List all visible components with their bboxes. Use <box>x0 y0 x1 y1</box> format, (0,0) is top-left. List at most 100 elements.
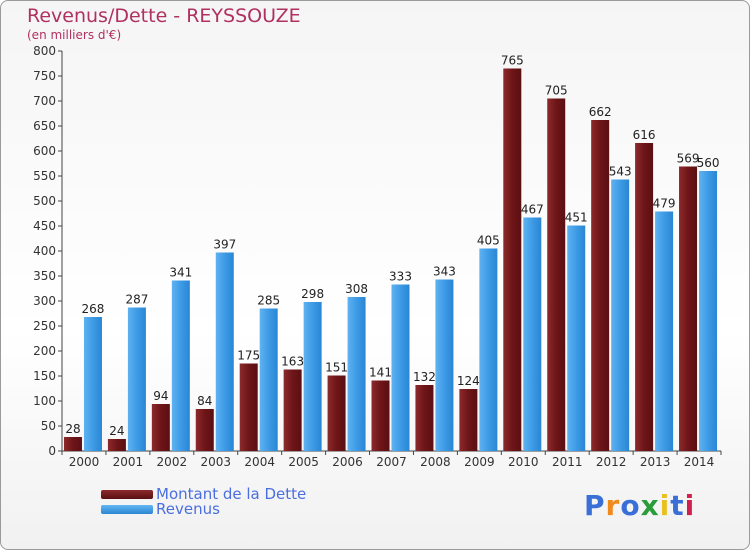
y-tick-label: 550 <box>33 169 56 183</box>
data-label: 94 <box>153 389 168 403</box>
legend-swatch-debt <box>101 490 153 499</box>
data-label: 285 <box>257 294 280 308</box>
data-label: 175 <box>237 349 260 363</box>
data-label: 124 <box>457 374 480 388</box>
debt-bar <box>459 389 478 451</box>
revenue-bar <box>259 308 278 451</box>
debt-bar <box>283 369 302 451</box>
data-label: 333 <box>389 270 412 284</box>
y-tick-label: 150 <box>33 369 56 383</box>
debt-bar <box>327 375 346 451</box>
y-tick-label: 500 <box>33 194 56 208</box>
debt-bar <box>635 143 654 451</box>
data-label: 24 <box>109 424 124 438</box>
x-tick-label: 2014 <box>684 455 715 469</box>
x-tick-label: 2000 <box>69 455 100 469</box>
data-label: 543 <box>609 165 632 179</box>
y-tick-label: 450 <box>33 219 56 233</box>
data-label: 141 <box>369 366 392 380</box>
x-tick-label: 2010 <box>508 455 539 469</box>
data-label: 569 <box>677 152 700 166</box>
debt-bar <box>371 380 390 451</box>
bars <box>63 68 718 451</box>
x-tick-label: 2009 <box>464 455 495 469</box>
data-label: 163 <box>281 355 304 369</box>
y-tick-label: 0 <box>48 444 56 458</box>
y-tick-label: 50 <box>41 419 56 433</box>
data-label: 308 <box>345 282 368 296</box>
data-label: 560 <box>697 156 720 170</box>
revenue-bar <box>435 279 454 451</box>
data-label: 467 <box>521 203 544 217</box>
data-label: 132 <box>413 370 436 384</box>
value-labels: 28 24 94 84 175 163 151 141 132 124 765 705 662 616 56… <box>65 54 719 439</box>
x-tick-label: 2001 <box>113 455 144 469</box>
data-label: 28 <box>65 422 80 436</box>
debt-bar <box>547 98 566 451</box>
data-label: 705 <box>545 84 568 98</box>
revenue-bar <box>567 225 586 451</box>
data-label: 84 <box>197 394 212 408</box>
y-tick-label: 600 <box>33 144 56 158</box>
debt-bar <box>679 166 698 451</box>
data-label: 451 <box>565 211 588 225</box>
chart-subtitle: (en milliers d'€) <box>27 28 122 42</box>
revenue-bar <box>611 179 630 451</box>
y-tick-label: 650 <box>33 119 56 133</box>
data-label: 397 <box>213 238 236 252</box>
debt-bar <box>63 437 82 451</box>
y-tick-label: 300 <box>33 294 56 308</box>
revenue-bar <box>347 297 366 451</box>
y-tick-label: 100 <box>33 394 56 408</box>
revenue-bar <box>699 171 718 451</box>
chart-title: Revenus/Dette - REYSSOUZE <box>27 5 301 27</box>
revenue-bar <box>171 280 190 451</box>
debt-bar <box>591 120 610 451</box>
legend-label-revenue: Revenus <box>156 500 220 518</box>
debt-bar <box>503 68 522 451</box>
revenue-bar <box>215 252 234 451</box>
data-label: 662 <box>589 105 612 119</box>
data-label: 151 <box>325 361 348 375</box>
x-tick-label: 2005 <box>288 455 319 469</box>
revenue-bar <box>391 284 410 451</box>
debt-bar <box>239 363 258 451</box>
proxiti-logo: Proxiti <box>584 489 696 522</box>
legend-swatch-revenue <box>101 505 153 514</box>
y-tick-label: 700 <box>33 94 56 108</box>
data-label: 405 <box>477 234 500 248</box>
x-tick-label: 2006 <box>332 455 363 469</box>
debt-bar <box>151 404 170 451</box>
y-tick-label: 800 <box>33 44 56 58</box>
x-tick-label: 2013 <box>640 455 671 469</box>
debt-bar <box>107 439 126 451</box>
data-label: 268 <box>82 302 105 316</box>
x-tick-label: 2012 <box>596 455 627 469</box>
debt-bar <box>195 409 214 451</box>
data-label: 341 <box>169 266 192 280</box>
x-tick-label: 2002 <box>157 455 188 469</box>
revenue-bar <box>127 307 146 451</box>
y-tick-label: 250 <box>33 319 56 333</box>
revenue-bar <box>655 211 674 451</box>
data-label: 287 <box>125 293 148 307</box>
revenue-bar <box>83 317 102 451</box>
data-label: 765 <box>501 54 524 68</box>
data-label: 298 <box>301 287 324 301</box>
y-tick-label: 750 <box>33 69 56 83</box>
data-label: 343 <box>433 265 456 279</box>
data-label: 616 <box>633 128 656 142</box>
y-tick-label: 400 <box>33 244 56 258</box>
legend-label-debt: Montant de la Dette <box>156 485 307 503</box>
y-tick-label: 350 <box>33 269 56 283</box>
x-tick-label: 2011 <box>552 455 583 469</box>
data-label: 479 <box>653 197 676 211</box>
revenue-bar <box>479 248 498 451</box>
x-tick-label: 2008 <box>420 455 451 469</box>
x-tick-label: 2003 <box>200 455 231 469</box>
debt-bar <box>415 385 434 451</box>
revenue-bar <box>523 217 542 451</box>
x-tick-label: 2004 <box>244 455 275 469</box>
